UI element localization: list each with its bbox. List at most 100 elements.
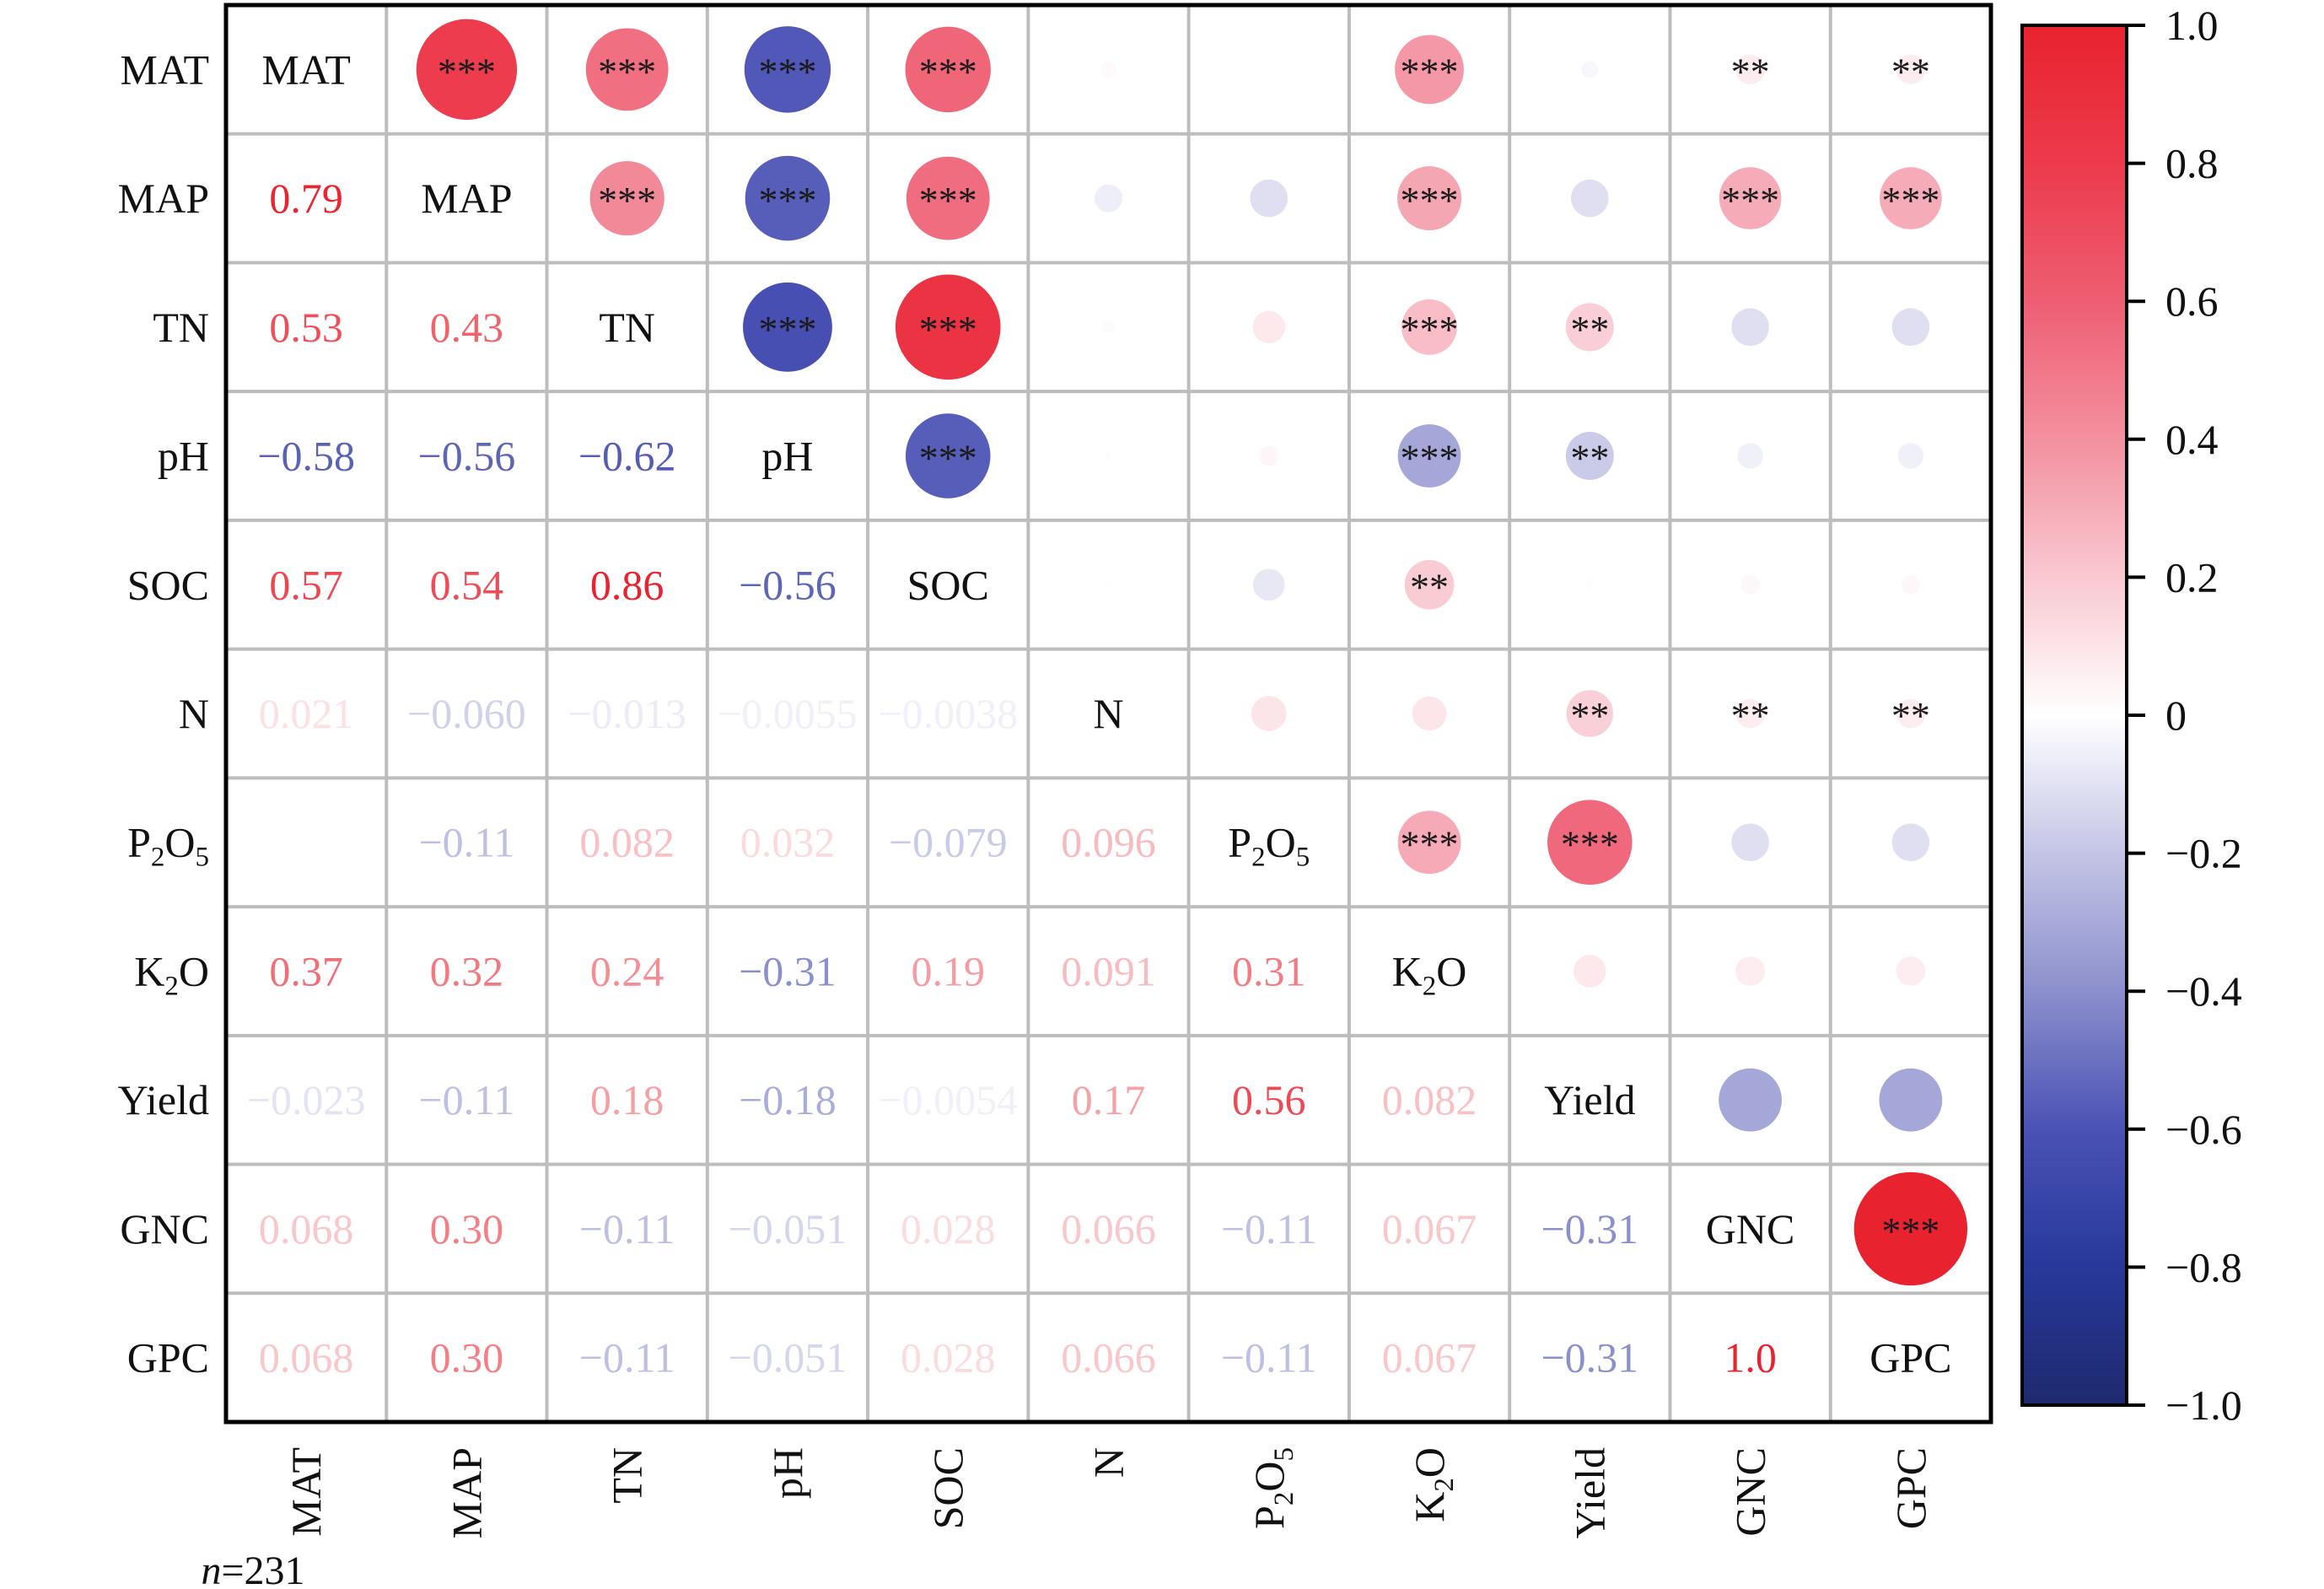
- sample-size-label: n=231: [201, 1549, 304, 1589]
- colorbar-tick-label: 0.2: [2165, 553, 2219, 601]
- corr-circle: [1880, 167, 1942, 229]
- correlation-circles: [416, 19, 1968, 1286]
- column-label-k2o: K2​O: [1406, 1447, 1460, 1522]
- significance-mark: ***: [1401, 823, 1459, 866]
- colorbar-tick-label: −0.4: [2165, 967, 2242, 1015]
- corr-circle: [1250, 179, 1288, 218]
- corr-circle: [1101, 320, 1116, 334]
- corr-circle: [1565, 432, 1614, 481]
- significance-mark: ***: [598, 179, 656, 222]
- corr-value: −0.060: [407, 690, 526, 737]
- row-label-soc: SOC: [127, 561, 209, 608]
- corr-value: 0.30: [430, 1334, 504, 1382]
- corr-value: −0.11: [418, 1076, 514, 1123]
- corr-circle: [1740, 575, 1760, 595]
- significance-mark: ***: [919, 437, 977, 480]
- corr-circle: [744, 26, 831, 113]
- corr-value: 0.028: [901, 1334, 996, 1382]
- corr-value: 0.021: [259, 690, 354, 737]
- significance-mark: ***: [438, 50, 496, 93]
- corr-value: −0.11: [418, 819, 514, 866]
- diagonal-label-mat: MAT: [261, 46, 351, 93]
- corr-value: 0.17: [1072, 1076, 1146, 1123]
- significance-mark: ***: [1721, 179, 1779, 222]
- significance-mark: **: [1731, 694, 1770, 737]
- corr-circle: [1581, 61, 1599, 78]
- corr-circle: [1397, 811, 1461, 875]
- corr-circle: [1901, 575, 1921, 595]
- row-label-ph: pH: [158, 433, 209, 480]
- significance-mark: **: [1891, 50, 1930, 93]
- corr-circle: [1412, 696, 1447, 731]
- corr-value: −0.56: [418, 433, 516, 480]
- corr-value: 0.54: [430, 561, 504, 608]
- diagonal-label-gpc: GPC: [1869, 1334, 1951, 1382]
- corr-value: −0.0055: [718, 690, 858, 737]
- corr-circle: [1574, 955, 1606, 988]
- corr-circle: [1897, 443, 1924, 469]
- diagonal-label-map: MAP: [421, 175, 512, 222]
- corr-circle: [585, 28, 669, 111]
- row-label-p2o5: P2​O5​: [127, 819, 209, 873]
- colorbar-tick-label: 0.8: [2165, 140, 2219, 187]
- corr-circle: [1735, 956, 1765, 986]
- corr-circle: [1737, 443, 1763, 469]
- corr-circle: [1397, 166, 1462, 231]
- column-label-gpc: GPC: [1887, 1447, 1934, 1529]
- matrix-grid: [223, 3, 1993, 1425]
- corr-circle: [1853, 1172, 1968, 1286]
- corr-value: 0.19: [911, 947, 985, 994]
- significance-mark: ***: [919, 179, 977, 222]
- column-label-n: N: [1085, 1447, 1132, 1478]
- significance-mark: ***: [1401, 50, 1459, 93]
- corr-value: 0.082: [1382, 1076, 1477, 1123]
- significance-mark: ***: [758, 308, 816, 351]
- corr-circle: [895, 274, 1001, 380]
- corr-circle: [1571, 179, 1609, 218]
- correlation-values: MAT *** *** *** *** *** ** **0.79 MAP *** *** *** **…: [247, 46, 1952, 1381]
- corr-value: −0.023: [247, 1076, 366, 1123]
- corr-value: 0.096: [1061, 819, 1156, 866]
- corr-value: 0.24: [590, 947, 664, 994]
- corr-value: 0.43: [430, 304, 504, 351]
- matrix-border: [223, 3, 1993, 1425]
- corr-value: −0.0038: [878, 690, 1018, 737]
- corr-value: −0.079: [889, 819, 1008, 866]
- corr-circle: [1896, 698, 1926, 729]
- corr-circle: [589, 160, 664, 236]
- corr-circle: [1252, 310, 1285, 344]
- corr-circle: [1095, 184, 1122, 213]
- corr-circle: [1251, 696, 1287, 731]
- corr-value: −0.11: [1221, 1205, 1317, 1252]
- corr-value: −0.56: [739, 561, 837, 608]
- column-label-map: MAP: [443, 1447, 490, 1538]
- column-label-tn: TN: [604, 1447, 651, 1504]
- significance-mark: **: [1731, 50, 1770, 93]
- corr-value: 0.56: [1232, 1076, 1306, 1123]
- corr-value: 1.0: [1724, 1334, 1777, 1382]
- corr-circle: [1404, 559, 1455, 610]
- corr-value: −0.051: [729, 1205, 847, 1252]
- sample-size-value: =231: [221, 1549, 304, 1589]
- diagonal-label-yield: Yield: [1544, 1076, 1635, 1123]
- corr-circle: [745, 155, 831, 241]
- corr-value: 0.066: [1061, 1205, 1156, 1252]
- colorbar-tick-label: −0.2: [2165, 830, 2242, 877]
- corr-circle: [906, 156, 990, 240]
- corr-circle: [1891, 823, 1930, 862]
- corr-value: 0.32: [430, 947, 504, 994]
- significance-mark: ***: [919, 50, 977, 93]
- corr-circle: [1735, 698, 1765, 729]
- significance-mark: ***: [1401, 437, 1459, 480]
- significance-mark: ***: [758, 179, 816, 222]
- row-label-k2o: K2​O: [134, 947, 209, 1001]
- colorbar-tick-label: −1.0: [2165, 1382, 2242, 1429]
- corr-circle: [1585, 580, 1595, 590]
- column-label-yield: Yield: [1566, 1447, 1613, 1538]
- corr-circle: [905, 413, 991, 498]
- row-label-n: N: [179, 690, 209, 737]
- corr-circle: [905, 26, 991, 113]
- colorbar-tick-label: 1.0: [2165, 2, 2219, 49]
- corr-circle: [1891, 308, 1930, 347]
